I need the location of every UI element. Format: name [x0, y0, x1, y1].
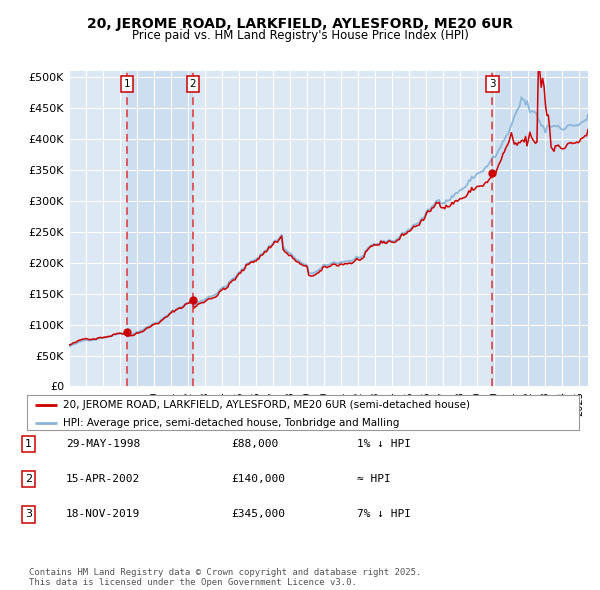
Text: Contains HM Land Registry data © Crown copyright and database right 2025.
This d: Contains HM Land Registry data © Crown c…: [29, 568, 421, 587]
Text: 3: 3: [25, 510, 32, 519]
Text: £345,000: £345,000: [231, 510, 285, 519]
Text: 2: 2: [25, 474, 32, 484]
Text: 1: 1: [25, 439, 32, 448]
Text: HPI: Average price, semi-detached house, Tonbridge and Malling: HPI: Average price, semi-detached house,…: [63, 418, 399, 428]
Text: 3: 3: [489, 80, 496, 90]
Text: 18-NOV-2019: 18-NOV-2019: [66, 510, 140, 519]
Text: 29-MAY-1998: 29-MAY-1998: [66, 439, 140, 448]
Text: £88,000: £88,000: [231, 439, 278, 448]
Text: 20, JEROME ROAD, LARKFIELD, AYLESFORD, ME20 6UR (semi-detached house): 20, JEROME ROAD, LARKFIELD, AYLESFORD, M…: [63, 400, 470, 410]
Text: 15-APR-2002: 15-APR-2002: [66, 474, 140, 484]
Bar: [127, 71, 193, 386]
Text: 7% ↓ HPI: 7% ↓ HPI: [357, 510, 411, 519]
Text: 2: 2: [190, 80, 196, 90]
Text: 20, JEROME ROAD, LARKFIELD, AYLESFORD, ME20 6UR: 20, JEROME ROAD, LARKFIELD, AYLESFORD, M…: [87, 17, 513, 31]
Text: 1: 1: [124, 80, 130, 90]
Text: £140,000: £140,000: [231, 474, 285, 484]
Text: 1% ↓ HPI: 1% ↓ HPI: [357, 439, 411, 448]
Text: Price paid vs. HM Land Registry's House Price Index (HPI): Price paid vs. HM Land Registry's House …: [131, 30, 469, 42]
Bar: [493, 71, 588, 386]
Text: ≈ HPI: ≈ HPI: [357, 474, 391, 484]
